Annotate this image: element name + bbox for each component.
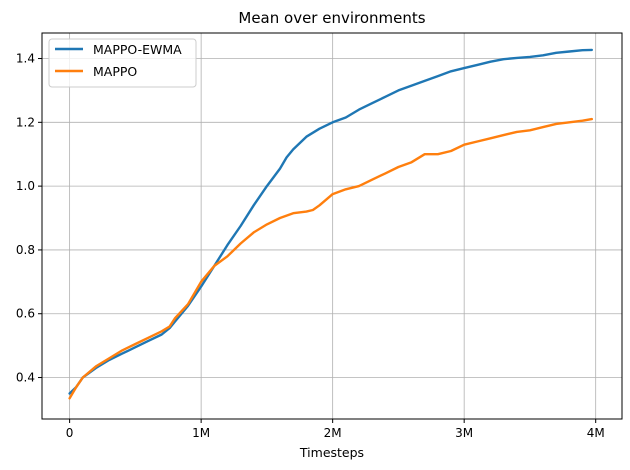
legend-box bbox=[48, 38, 197, 88]
x-tick-label: 3M bbox=[455, 426, 473, 440]
y-tick-label: 0.8 bbox=[16, 243, 35, 257]
legend-label-mappo-ewma: MAPPO-EWMA bbox=[93, 42, 182, 57]
x-tick-label: 0 bbox=[66, 426, 74, 440]
y-tick-label: 1.2 bbox=[16, 115, 35, 129]
legend-label-mappo: MAPPO bbox=[93, 64, 137, 79]
series-line-mappo-ewma bbox=[68, 48, 593, 395]
x-tick-label: 2M bbox=[324, 426, 342, 440]
x-tick-label: 4M bbox=[587, 426, 605, 440]
x-axis-title: Timesteps bbox=[299, 445, 364, 460]
y-tick-label: 1.4 bbox=[16, 52, 35, 66]
axis-ticks: 0 1M 2M 3M 4M 0.4 0.6 0.8 1.0 1.2 1.4 bbox=[16, 52, 605, 440]
y-tick-label: 0.6 bbox=[16, 307, 35, 321]
x-tick-label: 1M bbox=[192, 426, 210, 440]
y-tick-label: 0.4 bbox=[16, 371, 35, 385]
series-lines bbox=[68, 48, 593, 400]
series-line-mappo bbox=[68, 117, 593, 400]
plot-area-frame bbox=[41, 32, 623, 420]
y-tick-label: 1.0 bbox=[16, 179, 35, 193]
legend: MAPPO-EWMA MAPPO bbox=[48, 38, 197, 88]
chart-title: Mean over environments bbox=[238, 9, 425, 27]
